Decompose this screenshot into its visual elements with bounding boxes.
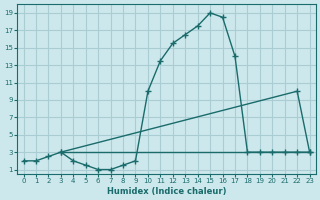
X-axis label: Humidex (Indice chaleur): Humidex (Indice chaleur)	[107, 187, 226, 196]
